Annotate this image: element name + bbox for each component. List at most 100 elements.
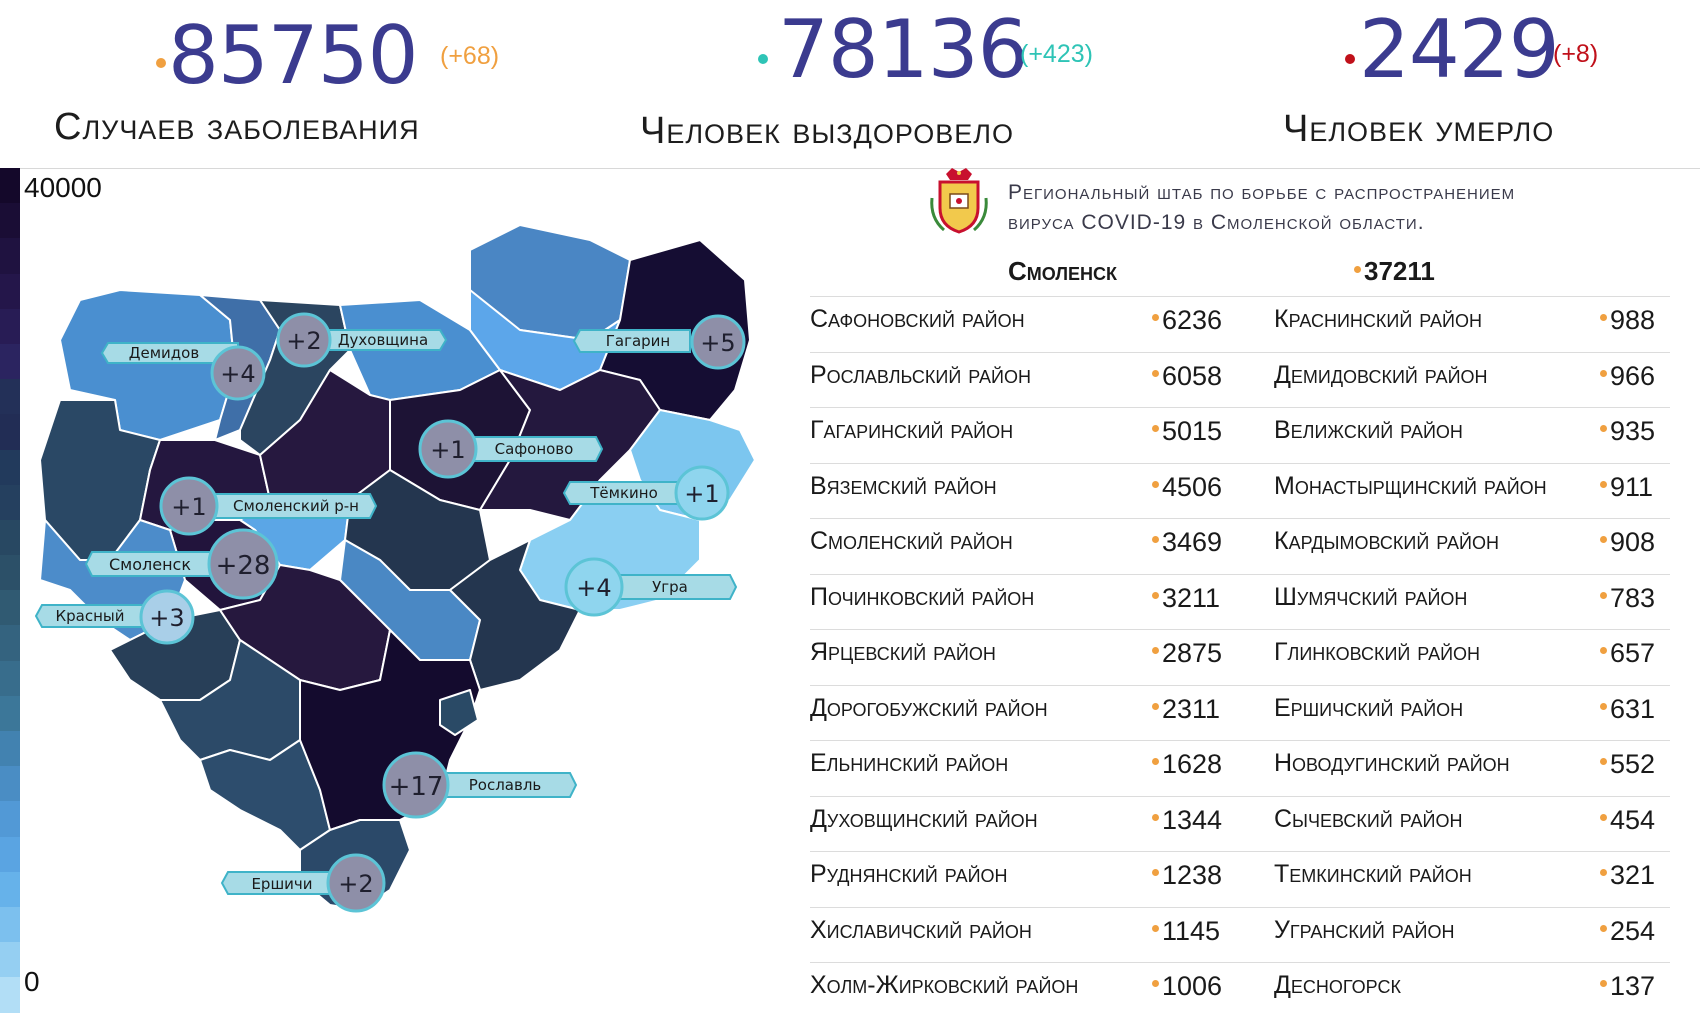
table-row: Хиславичский район 1145 Угранский район 254	[810, 906, 1670, 963]
district-value-text: 3469	[1162, 527, 1223, 557]
district-value-text: 988	[1610, 305, 1656, 335]
orange-dot	[1152, 869, 1159, 877]
district-name: Велижский район	[1274, 416, 1463, 444]
district-value-text: 6236	[1162, 305, 1223, 335]
district-value-text: 631	[1610, 693, 1656, 724]
district-name: Смоленский район	[810, 527, 1013, 555]
district-value-text: 5015	[1162, 416, 1223, 446]
deaths-delta: (+8)	[1553, 40, 1599, 68]
cases-label: Случаев заболевания	[54, 106, 420, 148]
district-value-text: 552	[1610, 749, 1656, 779]
map-label-ershichi: Ершичи +2	[220, 853, 386, 913]
district-name: Починковский район	[810, 582, 1035, 611]
district-name: Ершичский район	[1274, 693, 1464, 722]
district-value: 1006	[1152, 971, 1222, 1002]
table-row: Дорогобужский район 2311 Ершичский район 63…	[810, 684, 1670, 741]
map-label-temkino-name: Тёмкино	[589, 484, 658, 502]
district-value: 2875	[1152, 638, 1222, 669]
district-name: Рославльский район	[810, 360, 1031, 389]
map-label-safonovo-name: Сафоново	[495, 440, 574, 458]
district-value: 6236	[1152, 305, 1222, 336]
district-value: 911	[1600, 472, 1653, 503]
table-row: Починковский район 3211 Шумячский район 783	[810, 573, 1670, 630]
district-name: Новодугинский район	[1274, 749, 1510, 777]
recovered-delta: (+423)	[1020, 40, 1093, 68]
table-row: Гагаринский район 5015 Велижский район 935	[810, 407, 1670, 463]
district-value: 783	[1600, 583, 1655, 614]
orange-dot	[1152, 924, 1159, 932]
district-value-text: 1344	[1162, 804, 1223, 835]
district-value-text: 454	[1610, 804, 1656, 835]
recovered-dot	[758, 54, 768, 64]
map-label-krasny: Красный +3	[34, 589, 195, 645]
district-name: Демидовский район	[1274, 360, 1488, 389]
map-label-krasny-delta: +3	[149, 604, 184, 632]
district-value: 631	[1600, 694, 1655, 725]
hq-title: Региональный штаб по борьбе с распростра…	[1008, 178, 1515, 238]
orange-dot	[1600, 758, 1607, 766]
district-value-text: 935	[1610, 416, 1656, 446]
orange-dot	[1600, 813, 1607, 821]
city-row: Смоленск 37211	[1008, 256, 1658, 292]
scale-max-label: 40000	[24, 172, 102, 203]
map-label-gagarin: Гагарин +5	[572, 314, 746, 370]
district-name: Хиславичский район	[810, 915, 1032, 944]
district-value: 4506	[1152, 472, 1222, 503]
orange-dot	[1600, 369, 1607, 377]
orange-dot	[1152, 536, 1159, 544]
district-value-text: 1628	[1162, 749, 1223, 779]
district-value-text: 966	[1610, 360, 1656, 391]
deaths-stat: 2429 (+8) Человек умерло	[1283, 3, 1665, 156]
district-value: 321	[1600, 860, 1655, 891]
table-row: Ельнинский район 1628 Новодугинский район 5…	[810, 740, 1670, 796]
district-value: 552	[1600, 749, 1655, 780]
map-label-demidov: Демидов +4	[100, 342, 266, 401]
district-name: Кардымовский район	[1274, 527, 1499, 555]
district-value-text: 137	[1610, 971, 1656, 1001]
map-label-dukhovshchina-delta: +2	[286, 327, 321, 355]
district-value-text: 657	[1610, 638, 1656, 668]
district-value-text: 321	[1610, 860, 1656, 890]
orange-dot	[1600, 924, 1607, 932]
district-name: Руднянский район	[810, 860, 1008, 888]
table-row: Рославльский район 6058 Демидовский район 9…	[810, 351, 1670, 408]
map-label-smolensk: Смоленск +28	[84, 528, 279, 600]
district-value: 3469	[1152, 527, 1222, 558]
cases-dot	[156, 58, 166, 68]
district-name: Краснинский район	[1274, 305, 1482, 333]
district-value-text: 1006	[1162, 971, 1223, 1001]
district-value: 1344	[1152, 805, 1222, 836]
district-value: 254	[1600, 916, 1655, 947]
map-label-safonovo: Сафоново +1	[418, 419, 604, 479]
city-name: Смоленск	[1008, 256, 1117, 286]
cases-delta: (+68)	[440, 42, 500, 70]
orange-dot	[1600, 702, 1607, 710]
table-row: Вяземский район 4506 Монастырщинский район…	[810, 462, 1670, 519]
orange-dot	[1152, 591, 1159, 599]
district-value-text: 1238	[1162, 860, 1223, 890]
map-label-temkino-delta: +1	[684, 480, 719, 508]
district-value: 6058	[1152, 361, 1222, 392]
city-value: 37211	[1364, 256, 1435, 286]
table-row: Холм-Жирковский район 1006 Десногорск 137	[810, 962, 1670, 1018]
orange-dot	[1600, 591, 1607, 599]
map-label-safonovo-delta: +1	[430, 436, 465, 464]
district-value: 2311	[1152, 694, 1220, 725]
smolensk-region-map: Демидов +4 Духовщина +2 Гагарин +5 Сафон…	[34, 224, 756, 913]
district-value: 5015	[1152, 416, 1222, 447]
map-label-smolensk-rn-name: Смоленский р-н	[233, 497, 359, 515]
deaths-dot	[1345, 54, 1355, 64]
district-value: 966	[1600, 361, 1655, 392]
orange-dot	[1152, 980, 1159, 988]
district-value-text: 2875	[1162, 638, 1223, 668]
map-label-krasny-name: Красный	[55, 607, 124, 625]
map-label-ugra: Угра +4	[564, 557, 738, 617]
orange-dot	[1600, 314, 1607, 322]
recovered-value: 78136	[778, 3, 1028, 96]
map-label-roslavl-name: Рославль	[469, 776, 542, 794]
district-value-text: 2311	[1162, 693, 1221, 724]
district-value: 1145	[1152, 916, 1220, 947]
orange-dot	[1152, 480, 1159, 488]
map-label-smolensk-rn-delta: +1	[171, 493, 206, 521]
district-name: Десногорск	[1274, 971, 1401, 999]
